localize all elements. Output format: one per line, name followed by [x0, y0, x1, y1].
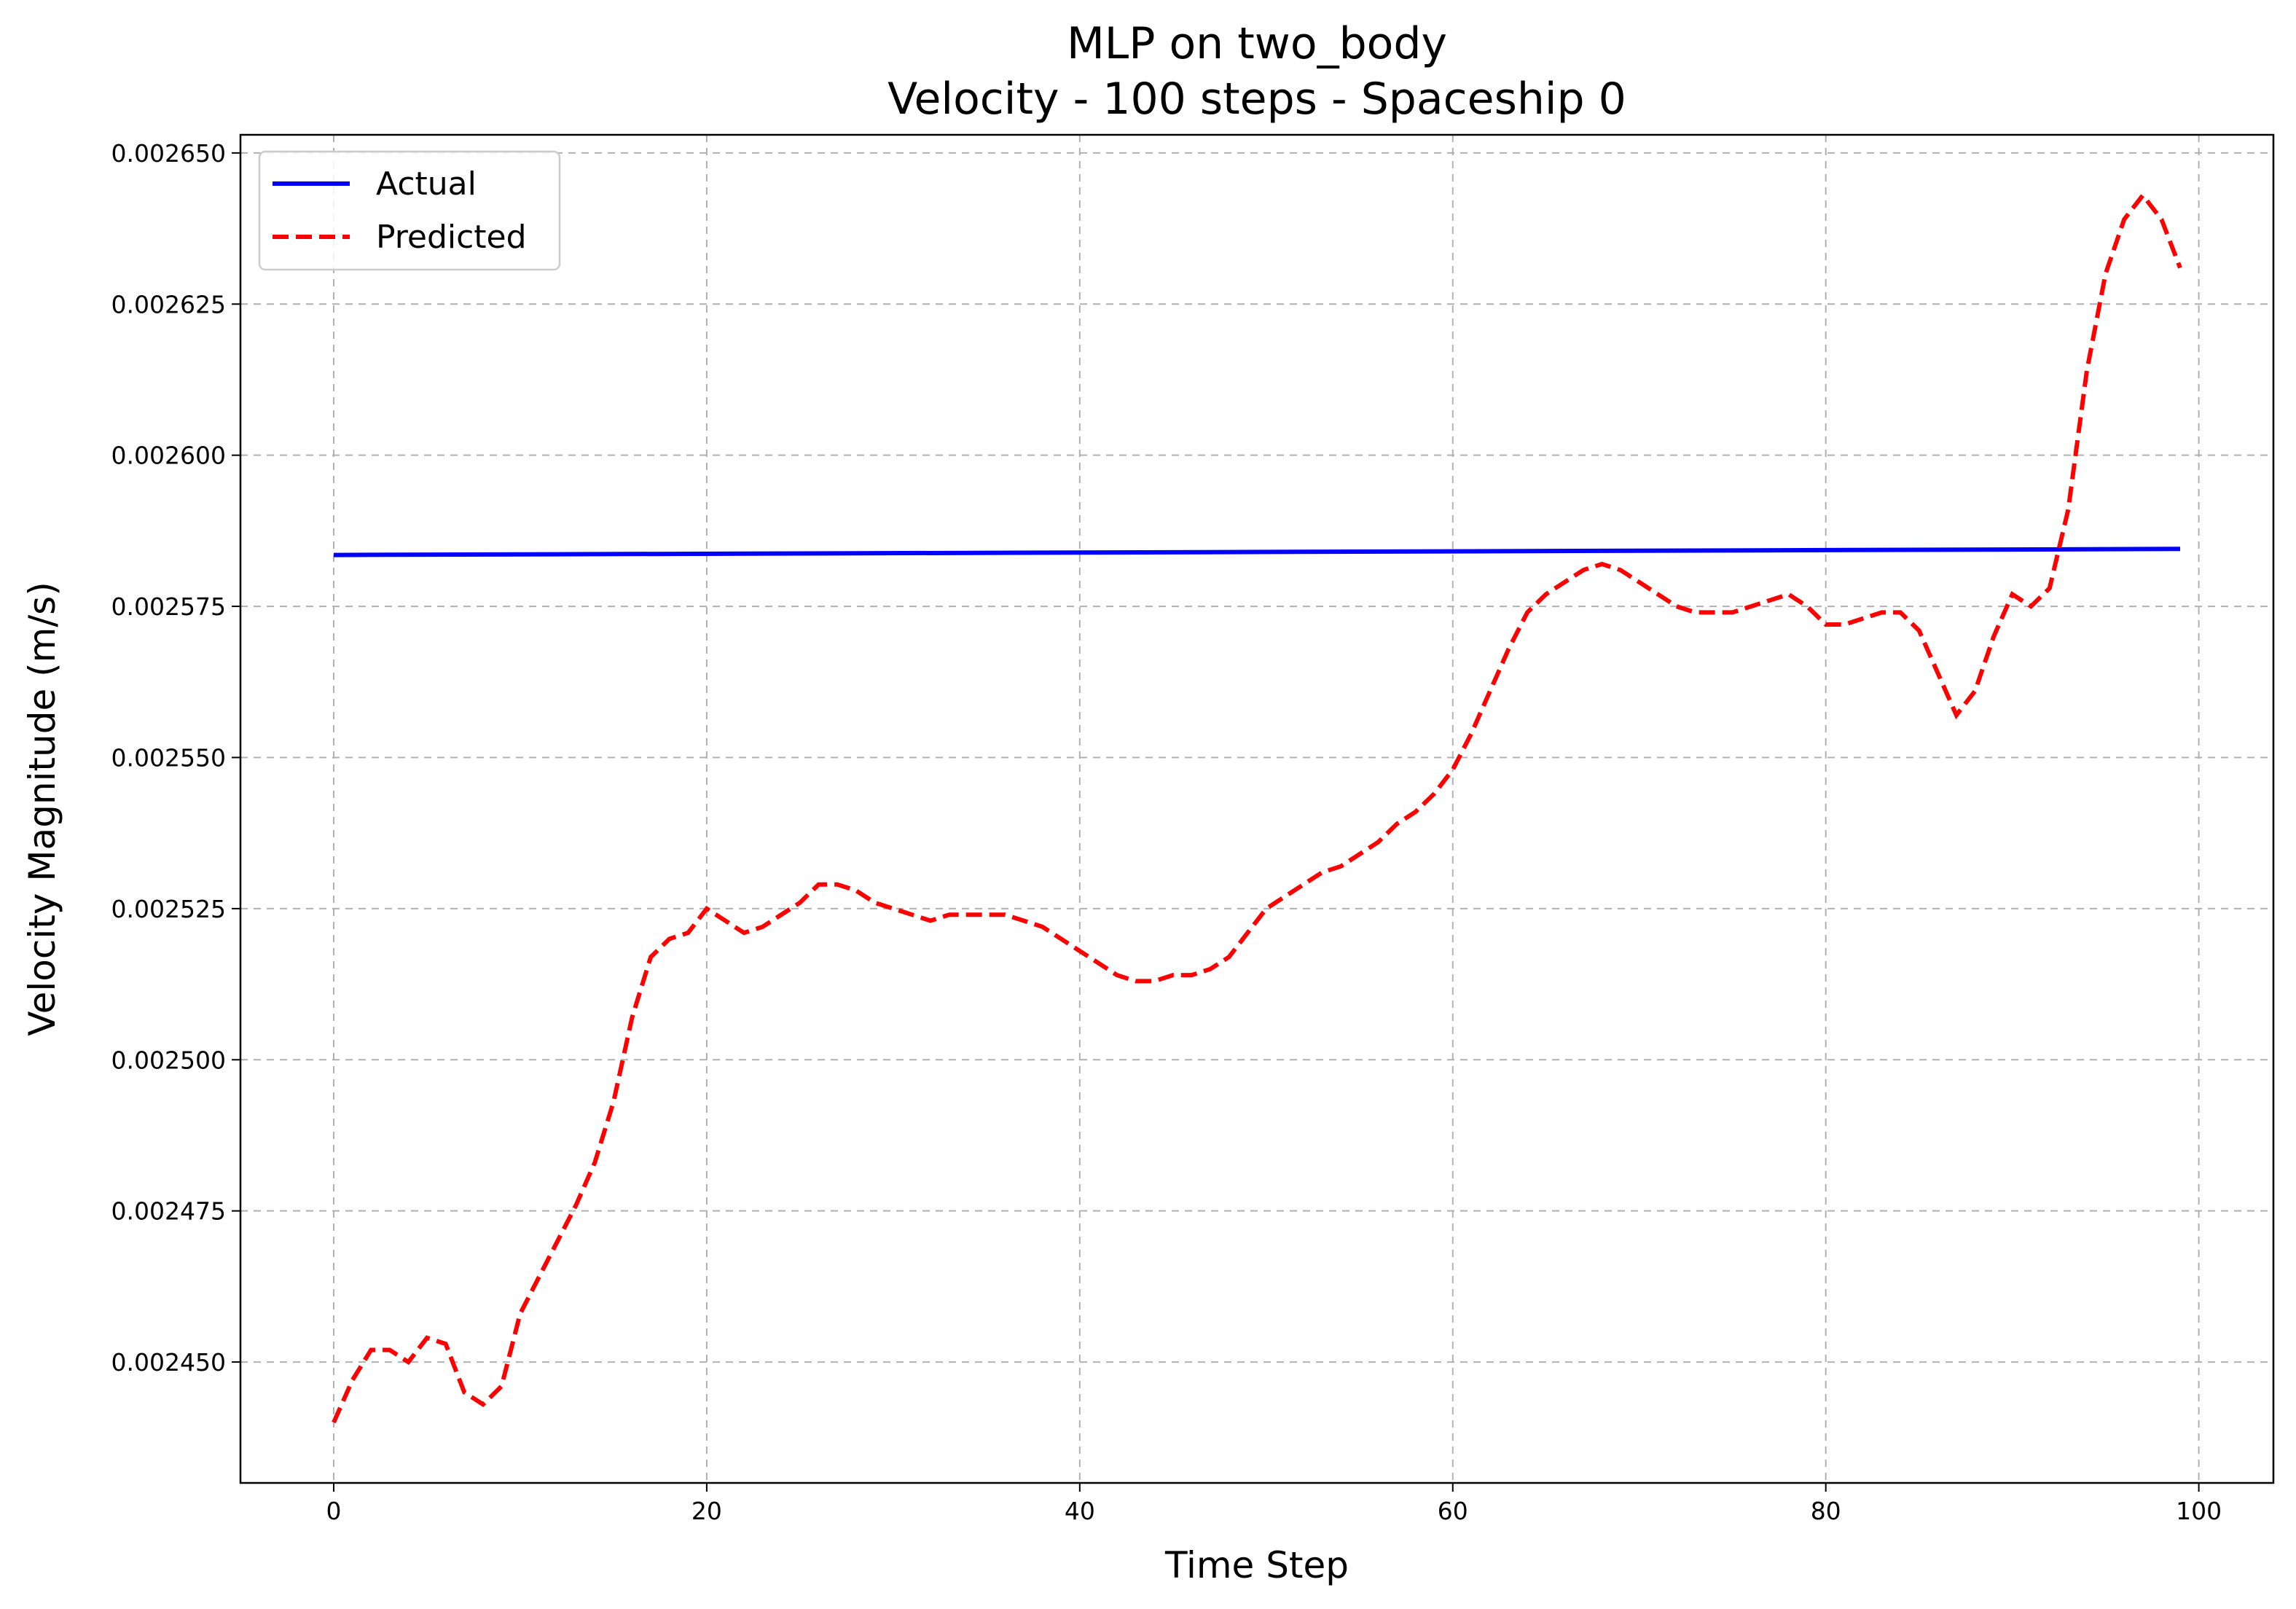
- y-tick-label: 0.002650: [111, 139, 226, 168]
- y-tick-label: 0.002575: [111, 592, 226, 621]
- x-axis-ticks: 0 20 40 60 80 100: [326, 1483, 2222, 1525]
- series-line-predicted: [332, 192, 2182, 1424]
- y-tick-label: 0.002600: [111, 442, 226, 470]
- y-axis-ticks: 0.002450 0.002475 0.002500 0.002525 0.002550…: [111, 139, 240, 1377]
- legend-label-predicted: Predicted: [376, 219, 527, 256]
- series-line-actual: [333, 547, 2181, 557]
- y-tick-label: 0.002450: [111, 1348, 226, 1377]
- series-layer: [332, 192, 2182, 1424]
- legend-box: [258, 150, 561, 271]
- y-tick-label: 0.002525: [111, 895, 226, 923]
- y-tick-label: 0.002475: [111, 1197, 226, 1226]
- y-tick-label: 0.002550: [111, 743, 226, 772]
- y-tick-label: 0.002500: [111, 1046, 226, 1074]
- x-tick-label: 40: [1065, 1497, 1095, 1525]
- x-tick-label: 100: [2176, 1497, 2222, 1525]
- y-axis-label: Velocity Magnitude (m/s): [21, 582, 63, 1036]
- grid: [240, 135, 2273, 1483]
- y-tick-label: 0.002625: [111, 290, 226, 318]
- legend-label-actual: Actual: [376, 165, 477, 203]
- chart-title-line-2: Velocity - 100 steps - Spaceship 0: [888, 74, 1626, 125]
- chart-title-line-1: MLP on two_body: [1067, 18, 1447, 69]
- x-tick-label: 0: [326, 1497, 341, 1525]
- x-tick-label: 60: [1438, 1497, 1468, 1525]
- x-axis-label: Time Step: [1164, 1544, 1349, 1586]
- x-tick-label: 80: [1811, 1497, 1841, 1525]
- x-tick-label: 20: [691, 1497, 722, 1525]
- plot-area-frame: [239, 133, 2275, 1484]
- legend: Actual Predicted: [258, 150, 561, 271]
